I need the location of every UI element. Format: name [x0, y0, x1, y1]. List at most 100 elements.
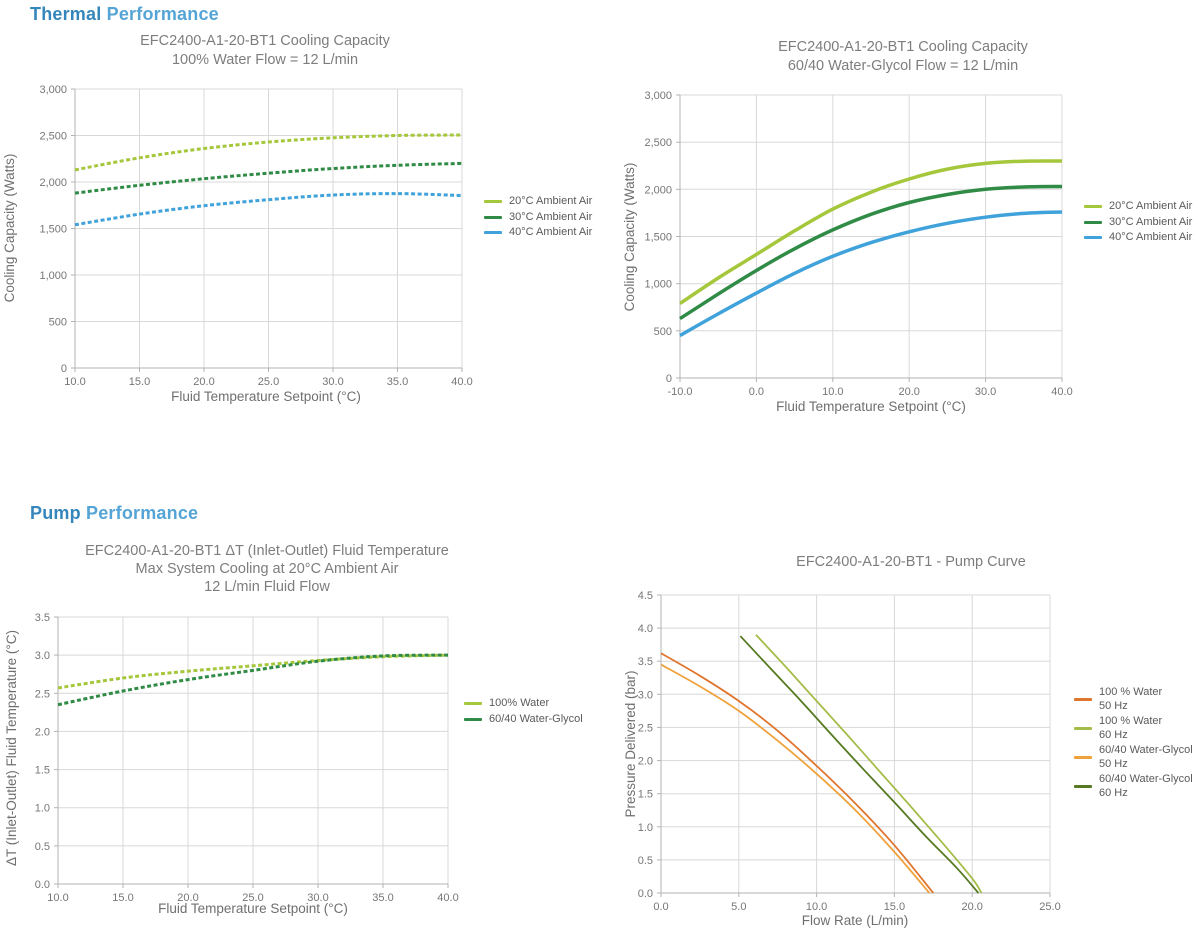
chart3-delta-t-plot: 10.0 15.0 20.0 25.0 30.0 35.0 40.0 0.0 0.5 1.0 1.5…	[35, 612, 459, 904]
x-tick-label: 20.0	[898, 386, 919, 398]
series-20-c-ambient-air	[74, 133, 463, 172]
y-tick-label: 3.0	[638, 689, 653, 701]
section-heading-pump: Pump Performance	[30, 503, 198, 524]
legend-item: 60/40 Water-Glycol	[464, 713, 583, 727]
legend-swatch	[484, 215, 502, 219]
heading-word-primary: Pump	[30, 503, 81, 523]
legend-label: 100 % Water 50 Hz	[1099, 686, 1163, 712]
legend-swatch	[1074, 727, 1092, 730]
x-tick-label: 40.0	[1051, 386, 1072, 398]
x-tick-label: 40.0	[437, 892, 458, 904]
y-tick-label: 2,000	[644, 184, 672, 196]
y-tick-label: 0	[666, 373, 672, 385]
y-tick-label: 3.0	[35, 650, 50, 662]
legend-swatch	[484, 200, 502, 204]
legend-swatch	[484, 231, 502, 235]
chart4-legend: 100 % Water 50 Hz 100 % Water 60 Hz 60/40 Wa…	[1074, 686, 1193, 802]
x-tick-label: -10.0	[667, 386, 692, 398]
legend-swatch	[1084, 236, 1102, 240]
legend-label: 20°C Ambient Air	[509, 195, 593, 207]
chart3-legend: 100% Water 60/40 Water-Glycol	[464, 697, 583, 728]
x-tick-label: 25.0	[258, 376, 279, 388]
x-tick-label: 15.0	[129, 376, 150, 388]
chart2-title-line1: EFC2400-A1-20-BT1 Cooling Capacity	[778, 39, 1028, 55]
legend-item: 100% Water	[464, 697, 583, 711]
x-tick-label: 30.0	[322, 376, 343, 388]
x-tick-label: 35.0	[387, 376, 408, 388]
y-tick-label: 0	[61, 363, 67, 375]
legend-item: 30°C Ambient Air	[484, 211, 592, 225]
y-tick-label: 1.0	[638, 822, 653, 834]
x-tick-label: 20.0	[177, 892, 198, 904]
y-tick-label: 1.0	[35, 803, 50, 815]
y-tick-label: 1,500	[644, 232, 672, 244]
legend-swatch	[464, 702, 482, 706]
chart4-x-axis-label: Flow Rate (L/min)	[801, 913, 909, 928]
legend-item: 20°C Ambient Air	[1084, 200, 1192, 214]
legend-label: 40°C Ambient Air	[1109, 231, 1193, 243]
x-tick-label: 20.0	[961, 901, 982, 913]
y-tick-label: 3,000	[39, 84, 67, 96]
legend-item: 40°C Ambient Air	[1084, 231, 1192, 245]
chart1-title-line1: EFC2400-A1-20-BT1 Cooling Capacity	[140, 33, 390, 49]
x-tick-label: 10.0	[64, 376, 85, 388]
chart1-title-line2: 100% Water Flow = 12 L/min	[171, 52, 359, 68]
heading-word-primary: Thermal	[30, 4, 102, 24]
legend-label: 60/40 Water-Glycol	[489, 712, 583, 725]
y-tick-label: 3.5	[638, 656, 653, 668]
chart4-title-line1: EFC2400-A1-20-BT1 - Pump Curve	[796, 554, 1026, 570]
x-tick-label: 15.0	[112, 892, 133, 904]
y-tick-label: 2.0	[35, 726, 50, 738]
chart1-title: EFC2400-A1-20-BT1 Cooling Capacity 100% …	[65, 32, 465, 70]
chart3-title-line1: EFC2400-A1-20-BT1 ΔT (Inlet-Outlet) Flui…	[85, 543, 449, 559]
legend-item: 40°C Ambient Air	[484, 226, 592, 240]
series-40-c-ambient-air	[679, 210, 1063, 338]
y-tick-label: 1,000	[644, 279, 672, 291]
legend-swatch	[1074, 698, 1092, 701]
legend-label: 20°C Ambient Air	[1109, 200, 1193, 212]
x-tick-label: 0.0	[749, 386, 764, 398]
y-tick-label: 2,500	[644, 137, 672, 149]
x-tick-label: 5.0	[731, 901, 746, 913]
series-60-40-water-glycol-50-hz	[660, 663, 931, 894]
y-tick-label: 1,000	[39, 270, 67, 282]
y-tick-label: 500	[654, 326, 672, 338]
chart1-legend: 20°C Ambient Air 30°C Ambient Air 40°C Amb…	[484, 195, 592, 242]
chart2-title-line2: 60/40 Water-Glycol Flow = 12 L/min	[787, 58, 1019, 74]
legend-swatch	[1074, 785, 1092, 788]
chart2-cooling-capacity-glycol-plot: -10.0 0.0 10.0 20.0 30.0 40.0 0 500 1,000 1,500 2,…	[644, 90, 1072, 398]
series-20-c-ambient-air	[679, 159, 1063, 305]
series-100-water-60-hz	[755, 634, 983, 894]
y-tick-label: 2,000	[39, 177, 67, 189]
series-40-c-ambient-air	[74, 192, 463, 227]
legend-label: 60/40 Water-Glycol 60 Hz	[1099, 773, 1193, 799]
legend-swatch	[464, 717, 482, 721]
y-tick-label: 4.0	[638, 623, 653, 635]
y-tick-label: 3,000	[644, 90, 672, 102]
legend-label: 30°C Ambient Air	[1109, 215, 1193, 228]
chart4-title: EFC2400-A1-20-BT1 - Pump Curve	[711, 553, 1111, 572]
legend-label: 40°C Ambient Air	[509, 226, 593, 238]
chart2-legend: 20°C Ambient Air 30°C Ambient Air 40°C Amb…	[1084, 200, 1192, 247]
chart3-title: EFC2400-A1-20-BT1 ΔT (Inlet-Outlet) Flui…	[67, 542, 467, 596]
y-tick-label: 2.5	[35, 688, 50, 700]
chart2-x-axis-label: Fluid Temperature Setpoint (°C)	[776, 399, 966, 414]
x-tick-label: 10.0	[822, 386, 843, 398]
x-tick-label: 40.0	[451, 376, 472, 388]
y-tick-label: 4.5	[638, 590, 653, 602]
y-tick-label: 2.0	[638, 756, 653, 768]
y-tick-label: 3.5	[35, 612, 50, 624]
chart4-pump-curve-plot: 0.0 5.0 10.0 15.0 20.0 25.0 0.0 0.5 1.0 1.5 2.0 2.5…	[638, 590, 1061, 913]
y-tick-label: 1.5	[35, 765, 50, 777]
y-tick-label: 0.5	[638, 855, 653, 867]
chart4-y-axis-label: Pressure Delivered (bar)	[623, 670, 638, 818]
x-tick-label: 10.0	[47, 892, 68, 904]
legend-label: 100 % Water 60 Hz	[1099, 715, 1163, 741]
section-heading-thermal: Thermal Performance	[30, 4, 219, 25]
chart1-cooling-capacity-water-plot: 10.0 15.0 20.0 25.0 30.0 35.0 40.0 0 500 1,000 1,5…	[39, 84, 472, 388]
legend-item: 100 % Water 60 Hz	[1074, 715, 1193, 742]
x-tick-label: 30.0	[975, 386, 996, 398]
chart2-title: EFC2400-A1-20-BT1 Cooling Capacity 60/40…	[683, 38, 1123, 76]
chart1-y-axis-label: Cooling Capacity (Watts)	[2, 153, 17, 303]
y-tick-label: 1,500	[39, 224, 67, 236]
